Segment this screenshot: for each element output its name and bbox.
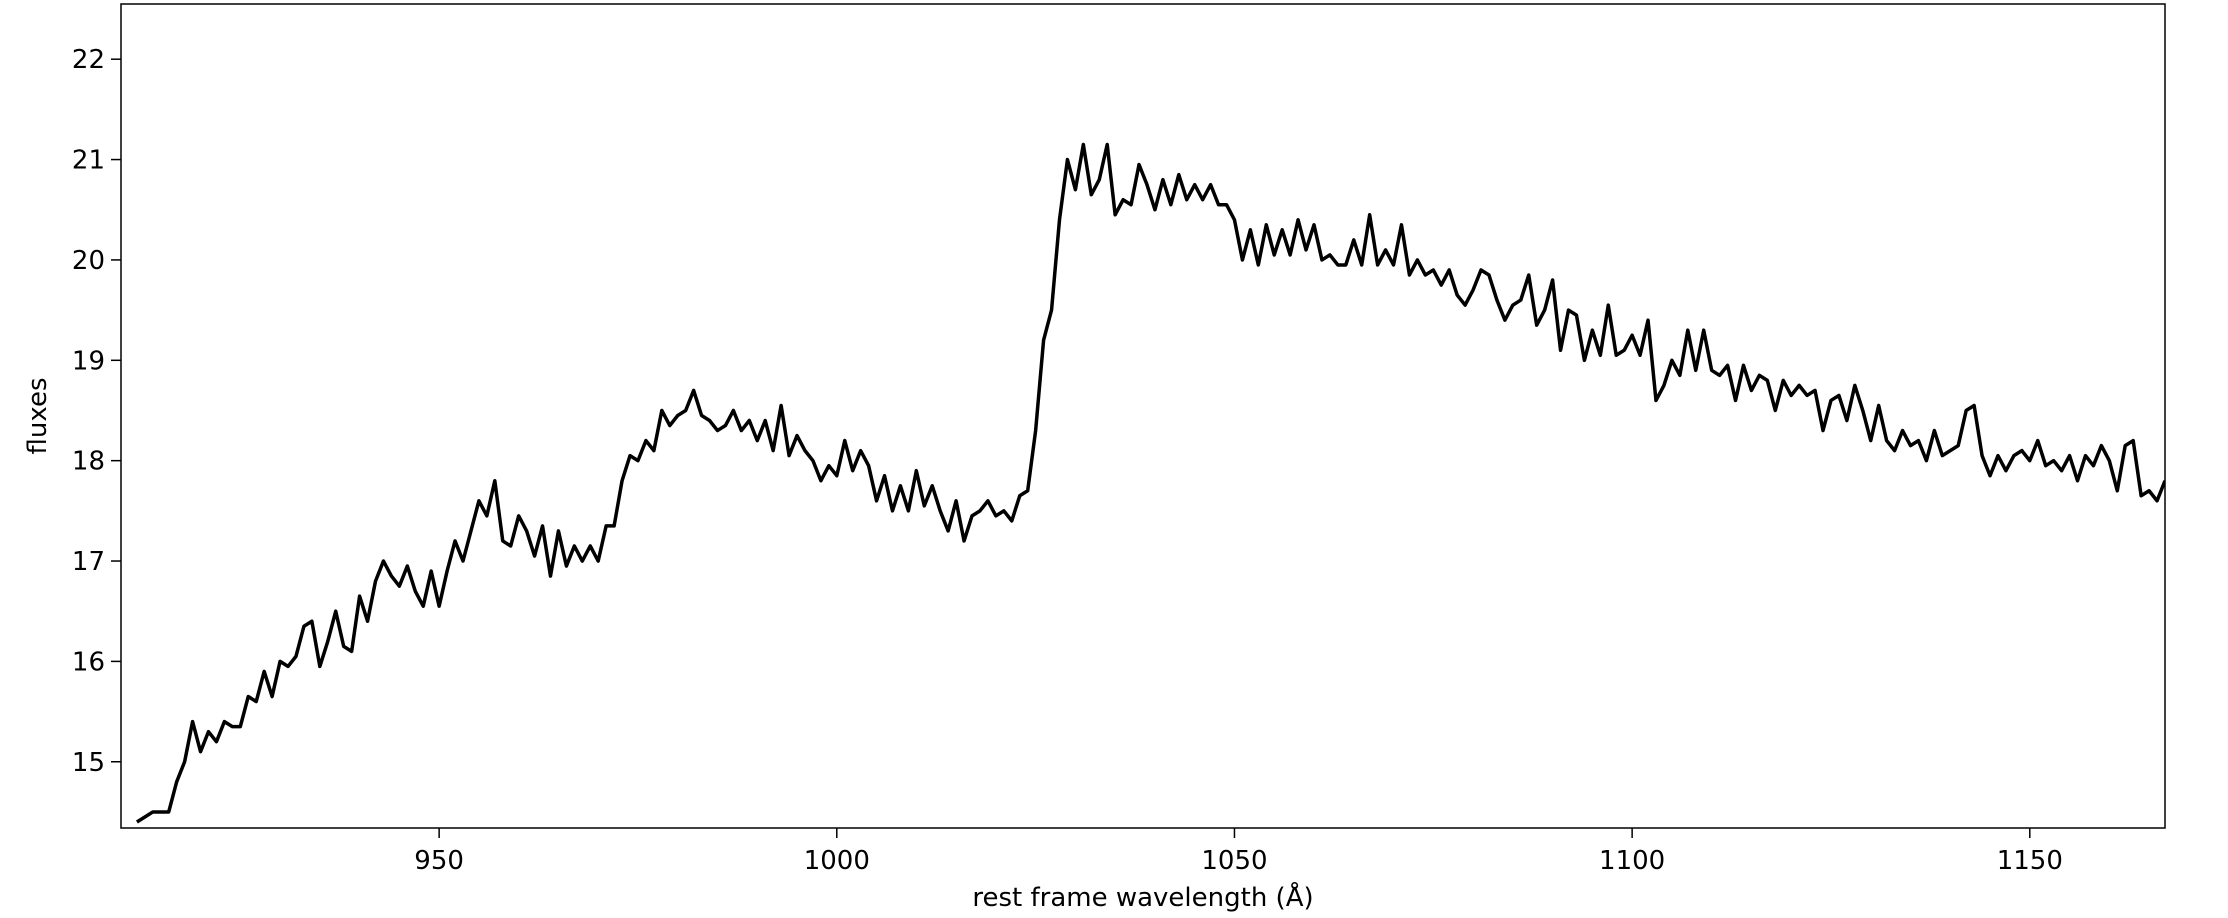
x-axis-label: rest frame wavelength (Å) xyxy=(972,881,1313,913)
y-tick-label: 21 xyxy=(72,146,105,176)
y-tick-label: 18 xyxy=(72,447,105,477)
y-tick-label: 16 xyxy=(72,647,105,677)
x-tick-label: 1150 xyxy=(1997,846,2063,876)
y-tick-label: 15 xyxy=(72,748,105,778)
y-tick-label: 22 xyxy=(72,45,105,75)
x-tick-label: 950 xyxy=(414,846,464,876)
x-tick-label: 1000 xyxy=(804,846,870,876)
y-tick-label: 20 xyxy=(72,246,105,276)
x-tick-label: 1050 xyxy=(1201,846,1267,876)
y-tick-label: 17 xyxy=(72,547,105,577)
spectrum-line xyxy=(135,142,2165,824)
plot-frame xyxy=(120,3,2166,829)
y-tick-label: 19 xyxy=(72,346,105,376)
x-tick-label: 1100 xyxy=(1599,846,1665,876)
y-axis-label: fluxes xyxy=(23,378,53,455)
